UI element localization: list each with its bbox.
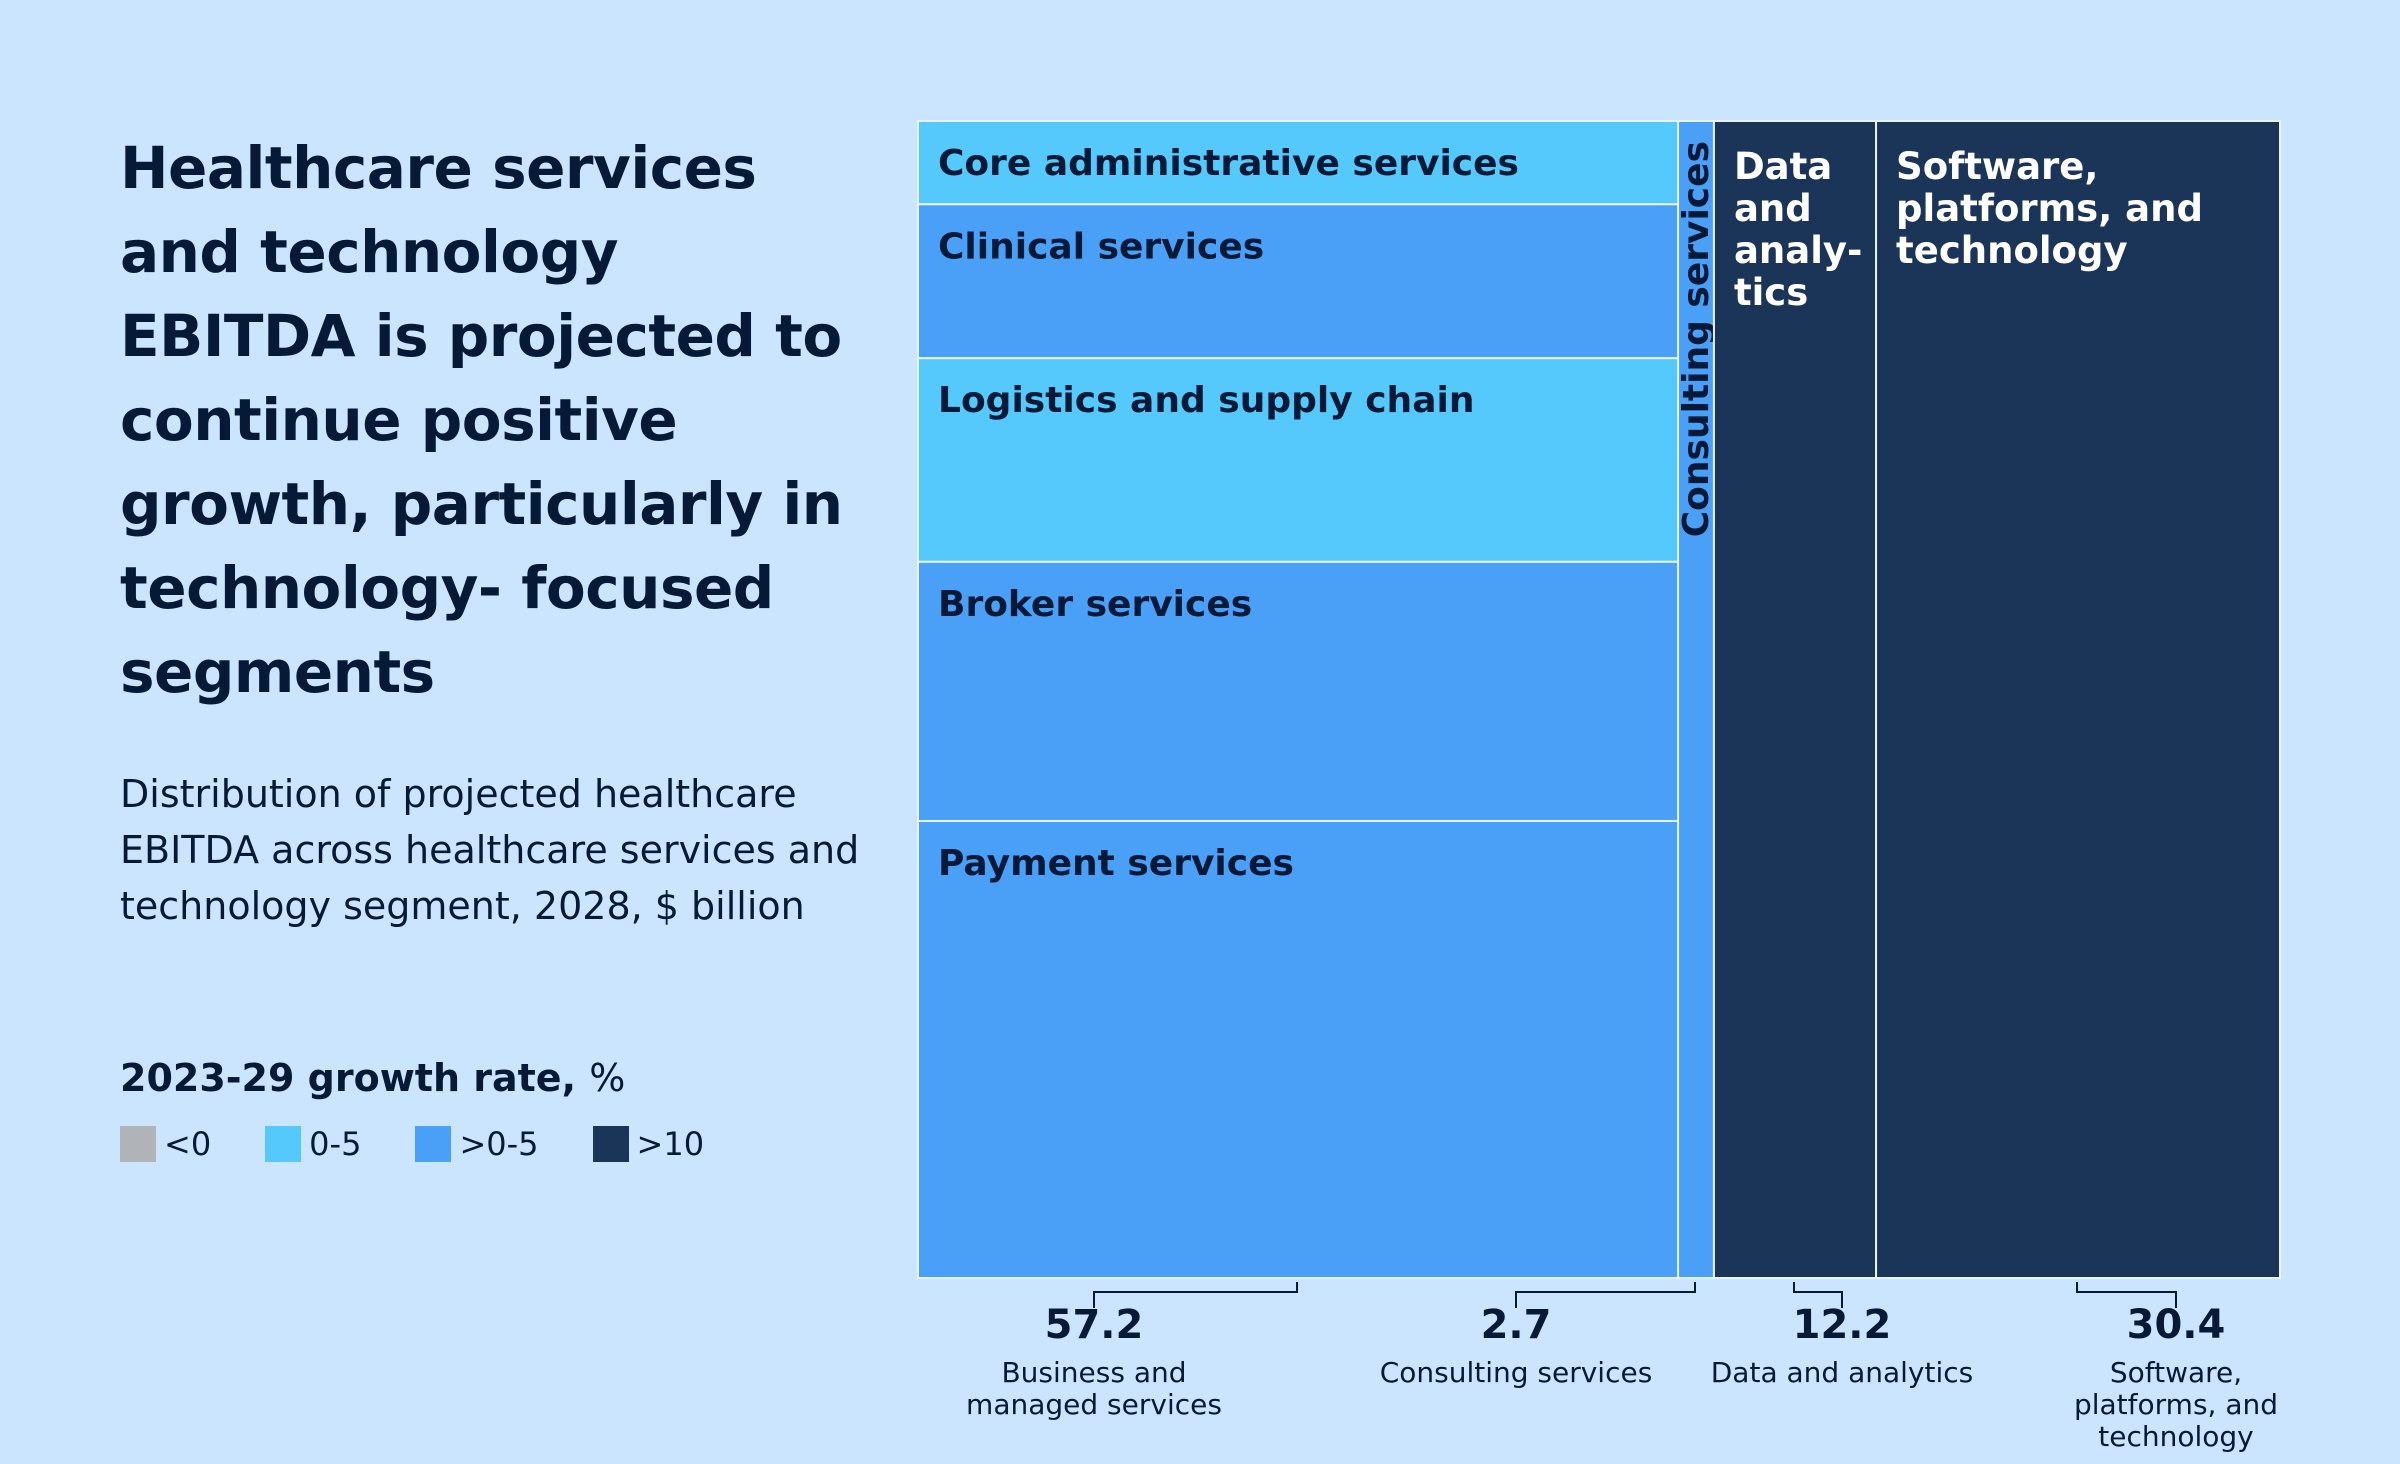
treemap-block-data-and-analytics	[1712, 120, 1878, 1279]
legend-swatch-gt-10	[592, 1126, 629, 1162]
value-label-data-and-analytics: 12.2	[1793, 1302, 1892, 1348]
treemap-label-consulting-services: Consulting services	[1676, 141, 1717, 537]
chart-subtitle: Distribution of projected healthcare EBI…	[120, 772, 860, 928]
treemap-block-clinical-services	[917, 203, 1680, 360]
value-label-software-platforms-and-technology: 30.4	[2127, 1302, 2226, 1348]
legend-title-unit: %	[589, 1056, 626, 1100]
treemap-label-clinical-services: Clinical services	[938, 226, 1264, 267]
treemap-label-software-platforms-and-technology: Software, platforms, and technology	[1896, 145, 2203, 272]
treemap-block-software-platforms-and-technology	[1875, 120, 2282, 1279]
treemap-label-logistics-and-supply-chain: Logistics and supply chain	[938, 380, 1474, 421]
legend-item-gt-10: >10	[592, 1125, 705, 1163]
treemap-block-payment-services	[917, 819, 1680, 1279]
treemap-block-consulting-services	[1677, 120, 1715, 1279]
leader-line-data-and-analytics	[1793, 1282, 1843, 1308]
legend-label-negative: <0	[164, 1125, 212, 1163]
category-label-data-and-analytics: Data and analytics	[1711, 1356, 1974, 1389]
chart-title: Healthcare services and technology EBITD…	[120, 134, 843, 706]
legend-label-gt-0-5: >0-5	[459, 1125, 539, 1163]
legend-title: 2023-29 growth rate, %	[120, 1050, 625, 1106]
legend-label-gt-10: >10	[636, 1125, 705, 1163]
leader-line-software-platforms-and-technology	[2076, 1282, 2177, 1308]
legend-swatch-negative	[120, 1126, 156, 1162]
legend-item-negative: <0	[120, 1126, 211, 1162]
legend-item-gt-0-5: >0-5	[415, 1125, 539, 1163]
category-label-software-platforms-and-technology: Software, platforms, and technology	[2074, 1356, 2278, 1453]
legend-item-0-5: 0-5	[265, 1126, 361, 1162]
value-label-business-and-managed-services: 57.2	[1045, 1302, 1144, 1348]
leader-line-consulting-services	[1515, 1282, 1696, 1308]
category-label-business-and-managed-services: Business and managed services	[966, 1356, 1222, 1421]
treemap-block-broker-services	[917, 560, 1680, 822]
legend-swatch-gt-0-5	[415, 1126, 452, 1162]
legend-swatch-0-5	[265, 1126, 302, 1162]
legend: <0 0-5 >0-5 >10	[120, 1126, 758, 1162]
legend-label-0-5: 0-5	[309, 1125, 362, 1163]
treemap-label-payment-services: Payment services	[938, 843, 1294, 884]
treemap-block-logistics-and-supply-chain	[917, 357, 1680, 563]
treemap-label-core-administrative-services: Core administrative services	[938, 143, 1519, 184]
leader-line-business-and-managed-services	[1093, 1282, 1299, 1308]
treemap-label-data-and-analytics: Data and analy-tics	[1734, 145, 1862, 314]
category-label-consulting-services: Consulting services	[1380, 1356, 1653, 1389]
legend-title-text: 2023-29 growth rate,	[120, 1056, 576, 1100]
value-label-consulting-services: 2.7	[1481, 1302, 1552, 1348]
treemap-label-broker-services: Broker services	[938, 584, 1252, 625]
